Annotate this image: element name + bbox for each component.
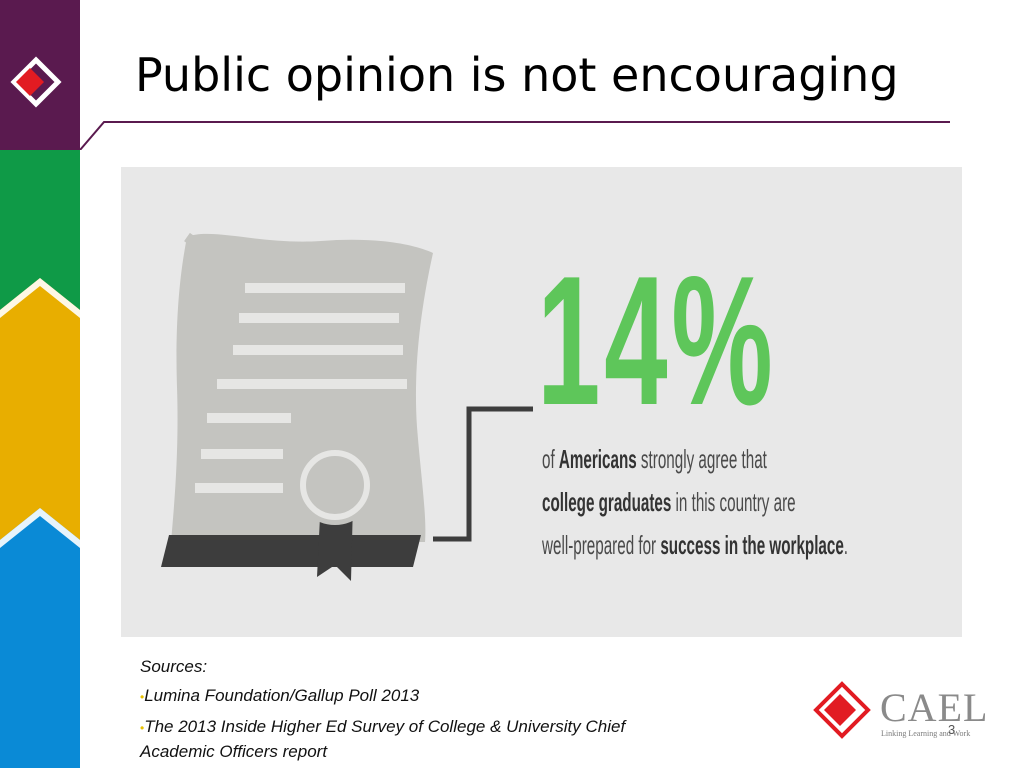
logo-wordmark: CAEL xyxy=(880,685,989,730)
side-decoration-bar xyxy=(0,0,80,768)
cael-diamond-icon xyxy=(813,681,871,739)
statement-segment: success in the workplace xyxy=(660,530,844,560)
slide-title: Public opinion is not encouraging xyxy=(135,48,899,102)
infographic-panel xyxy=(121,167,962,637)
statement-segment: Americans xyxy=(558,444,637,474)
diamond-logo-icon xyxy=(10,56,62,108)
statement-segment: . xyxy=(843,530,849,560)
statement-segment: well-prepared for xyxy=(542,530,661,560)
statement-segment: in this country are xyxy=(671,487,796,517)
logo-tagline: Linking Learning and Work xyxy=(881,729,971,738)
statement-segment: of xyxy=(542,444,559,474)
source-item: •The 2013 Inside Higher Ed Survey of Col… xyxy=(140,717,626,736)
title-underline xyxy=(79,121,950,150)
statistic-statement: of Americans strongly agree that college … xyxy=(542,438,963,567)
diploma-scroll-icon xyxy=(161,232,533,581)
sources-heading: Sources: xyxy=(140,657,208,676)
bullet-icon: • xyxy=(140,721,145,735)
statistic-percent: 14% xyxy=(537,237,777,443)
statement-segment: strongly agree that xyxy=(636,444,767,474)
slide-number: 3 xyxy=(948,722,956,737)
statement-segment: college graduates xyxy=(542,487,672,517)
bullet-icon: • xyxy=(140,690,145,704)
sources-block: Sources: •Lumina Foundation/Gallup Poll … xyxy=(140,652,625,766)
source-item-continuation: Academic Officers report xyxy=(140,742,328,761)
cael-logo xyxy=(813,681,871,739)
source-item: •Lumina Foundation/Gallup Poll 2013 xyxy=(140,686,420,705)
